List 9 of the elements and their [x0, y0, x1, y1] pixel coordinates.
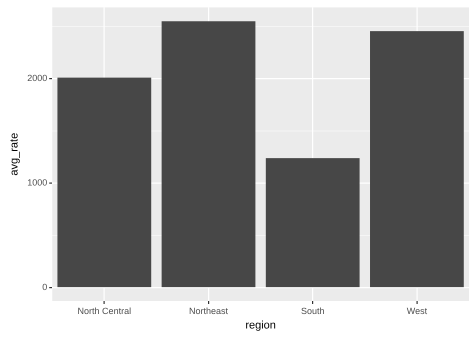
y-tick-label: 0 [42, 282, 48, 292]
x-tick-label: North Central [78, 306, 132, 316]
y-tick-label: 2000 [27, 73, 48, 84]
x-tick-label: South [300, 306, 324, 316]
x-tick-label: West [406, 306, 428, 316]
y-tick-label: 1000 [27, 178, 48, 188]
x-axis-title: region [245, 319, 276, 332]
x-tick-label: Northeast [189, 306, 229, 316]
y-axis-title: avg_rate [8, 132, 21, 176]
